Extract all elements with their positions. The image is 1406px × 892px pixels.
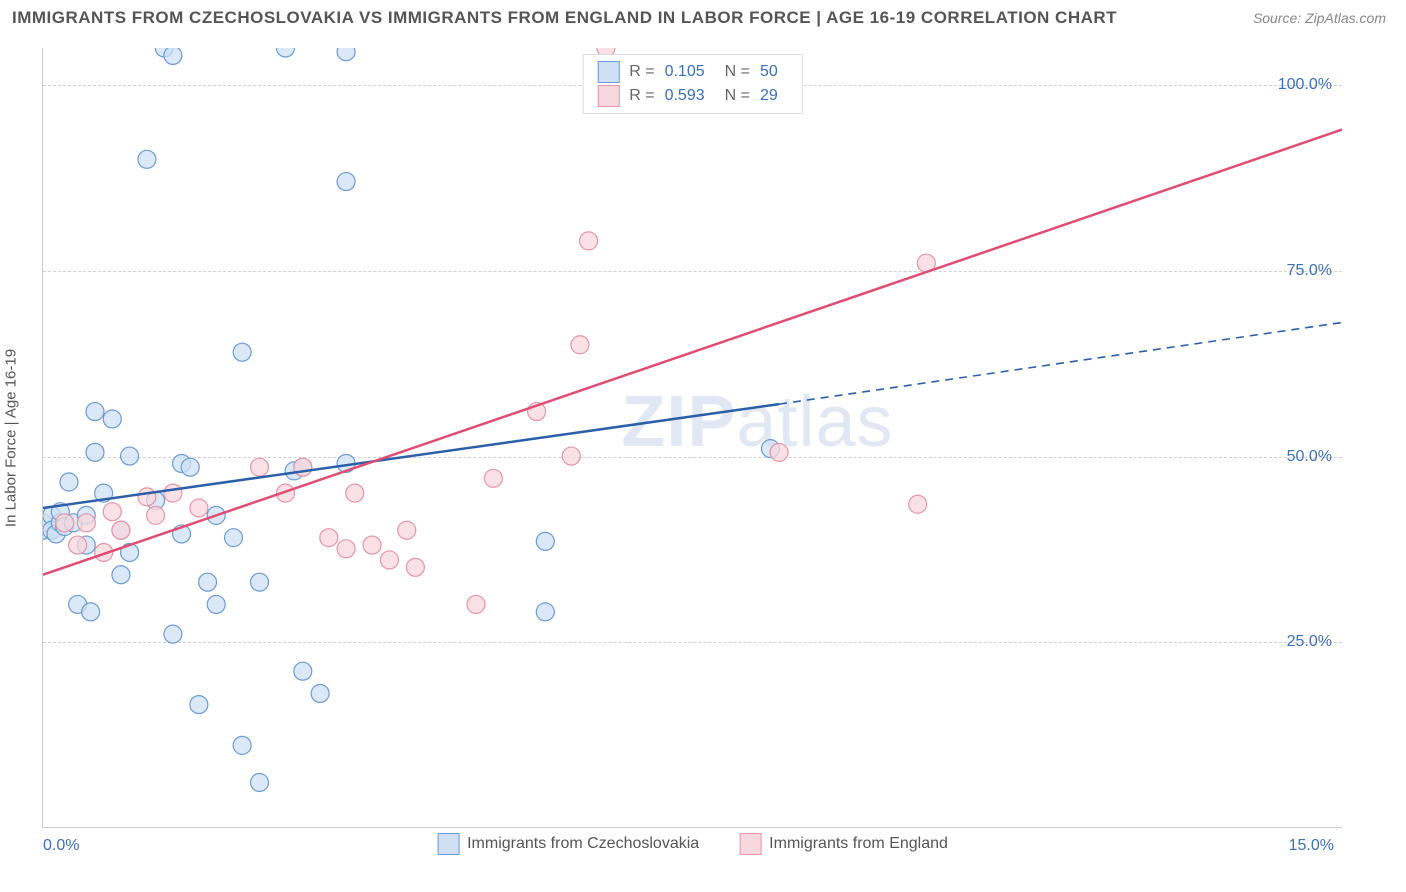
data-point <box>337 540 355 558</box>
n-label: N = <box>725 63 750 81</box>
data-point <box>311 684 329 702</box>
data-point <box>346 484 364 502</box>
data-point <box>909 495 927 513</box>
legend-label: Immigrants from England <box>769 835 948 853</box>
data-point <box>398 521 416 539</box>
chart-container: In Labor Force | Age 16-19 25.0%50.0%75.… <box>42 48 1342 828</box>
data-point <box>251 458 269 476</box>
data-point <box>467 595 485 613</box>
legend-label: Immigrants from Czechoslovakia <box>467 835 699 853</box>
regression-line <box>43 404 779 508</box>
data-point <box>294 662 312 680</box>
data-point <box>484 469 502 487</box>
data-point <box>77 514 95 532</box>
series-legend: Immigrants from Czechoslovakia Immigrants… <box>437 833 948 855</box>
chart-header: IMMIGRANTS FROM CZECHOSLOVAKIA VS IMMIGR… <box>0 0 1406 36</box>
legend-item: Immigrants from Czechoslovakia <box>437 833 699 855</box>
r-label: R = <box>629 63 654 81</box>
data-point <box>571 336 589 354</box>
legend-row: R = 0.105 N = 50 <box>597 61 788 83</box>
data-point <box>112 521 130 539</box>
data-point <box>190 499 208 517</box>
data-point <box>536 532 554 550</box>
data-point <box>580 232 598 250</box>
data-point <box>112 566 130 584</box>
data-point <box>164 625 182 643</box>
data-point <box>121 447 139 465</box>
data-point <box>86 403 104 421</box>
correlation-legend: R = 0.105 N = 50 R = 0.593 N = 29 <box>582 54 803 114</box>
data-point <box>103 410 121 428</box>
data-point <box>562 447 580 465</box>
legend-row: R = 0.593 N = 29 <box>597 85 788 107</box>
data-point <box>138 488 156 506</box>
x-tick-label: 15.0% <box>1289 837 1334 855</box>
data-point <box>164 484 182 502</box>
legend-swatch <box>597 85 619 107</box>
data-point <box>82 603 100 621</box>
data-point <box>337 48 355 61</box>
data-point <box>233 736 251 754</box>
data-point <box>251 573 269 591</box>
data-point <box>56 514 74 532</box>
n-label: N = <box>725 87 750 105</box>
data-point <box>147 506 165 524</box>
scatter-plot <box>43 48 1342 827</box>
data-point <box>181 458 199 476</box>
regression-line-extrapolated <box>779 323 1342 405</box>
legend-swatch <box>597 61 619 83</box>
data-point <box>770 443 788 461</box>
n-value: 50 <box>760 63 778 81</box>
data-point <box>233 343 251 361</box>
legend-item: Immigrants from England <box>739 833 948 855</box>
chart-source: Source: ZipAtlas.com <box>1253 10 1386 26</box>
data-point <box>320 529 338 547</box>
data-point <box>199 573 217 591</box>
data-point <box>380 551 398 569</box>
chart-title: IMMIGRANTS FROM CZECHOSLOVAKIA VS IMMIGR… <box>12 8 1117 28</box>
r-value: 0.105 <box>665 63 705 81</box>
data-point <box>138 150 156 168</box>
data-point <box>69 536 87 554</box>
data-point <box>190 696 208 714</box>
data-point <box>86 443 104 461</box>
legend-swatch <box>739 833 761 855</box>
data-point <box>536 603 554 621</box>
data-point <box>406 558 424 576</box>
r-label: R = <box>629 87 654 105</box>
n-value: 29 <box>760 87 778 105</box>
data-point <box>207 595 225 613</box>
data-point <box>60 473 78 491</box>
y-axis-label: In Labor Force | Age 16-19 <box>3 348 20 526</box>
x-tick-label: 0.0% <box>43 837 79 855</box>
data-point <box>363 536 381 554</box>
legend-swatch <box>437 833 459 855</box>
data-point <box>276 48 294 57</box>
data-point <box>251 773 269 791</box>
data-point <box>103 503 121 521</box>
data-point <box>225 529 243 547</box>
data-point <box>164 48 182 64</box>
data-point <box>337 173 355 191</box>
r-value: 0.593 <box>665 87 705 105</box>
